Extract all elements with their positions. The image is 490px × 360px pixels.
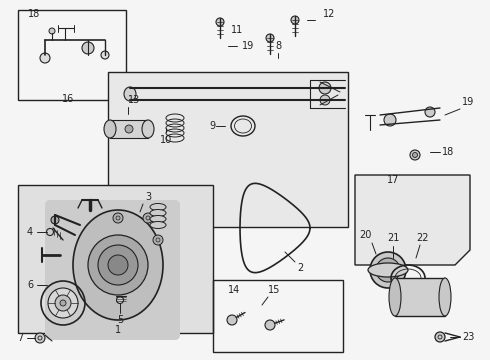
Text: 4: 4 xyxy=(27,227,33,237)
Bar xyxy=(110,120,148,138)
Circle shape xyxy=(413,153,417,158)
Bar xyxy=(108,72,348,227)
Circle shape xyxy=(125,125,133,133)
Text: 11: 11 xyxy=(231,25,243,35)
Text: 7: 7 xyxy=(17,333,23,343)
Text: 20: 20 xyxy=(359,230,371,240)
Ellipse shape xyxy=(368,263,408,277)
Bar xyxy=(18,185,213,333)
Text: 23: 23 xyxy=(462,332,474,342)
Circle shape xyxy=(291,16,299,24)
Text: 19: 19 xyxy=(462,97,474,107)
Circle shape xyxy=(55,295,71,311)
FancyBboxPatch shape xyxy=(45,200,180,340)
Text: 13: 13 xyxy=(128,95,140,105)
Circle shape xyxy=(51,216,59,224)
Text: 5: 5 xyxy=(117,315,123,325)
Circle shape xyxy=(49,28,55,34)
Ellipse shape xyxy=(439,278,451,316)
Text: 15: 15 xyxy=(268,285,280,295)
Circle shape xyxy=(40,53,50,63)
Text: 1: 1 xyxy=(115,325,121,335)
Circle shape xyxy=(410,150,420,160)
Circle shape xyxy=(88,235,148,295)
Circle shape xyxy=(47,229,53,235)
Circle shape xyxy=(376,258,400,282)
Ellipse shape xyxy=(389,278,401,316)
Ellipse shape xyxy=(142,120,154,138)
Text: 18: 18 xyxy=(442,147,454,157)
Circle shape xyxy=(320,95,330,105)
Circle shape xyxy=(216,18,224,26)
Text: 8: 8 xyxy=(275,41,281,51)
Circle shape xyxy=(319,82,331,94)
Circle shape xyxy=(117,297,123,303)
Bar xyxy=(395,278,445,316)
Ellipse shape xyxy=(73,210,163,320)
Ellipse shape xyxy=(124,87,136,101)
Circle shape xyxy=(384,114,396,126)
Circle shape xyxy=(265,320,275,330)
Bar xyxy=(18,10,126,100)
Text: 22: 22 xyxy=(416,233,428,243)
Text: 14: 14 xyxy=(228,285,240,295)
Text: 9: 9 xyxy=(209,121,215,131)
Ellipse shape xyxy=(150,216,166,222)
Circle shape xyxy=(35,333,45,343)
Bar xyxy=(213,280,343,352)
Text: 19: 19 xyxy=(242,41,254,51)
Text: 21: 21 xyxy=(387,233,399,243)
Circle shape xyxy=(101,51,109,59)
Circle shape xyxy=(425,107,435,117)
Circle shape xyxy=(153,235,163,245)
Text: 12: 12 xyxy=(323,9,335,19)
Circle shape xyxy=(98,245,138,285)
Circle shape xyxy=(113,213,123,223)
Circle shape xyxy=(227,315,237,325)
Circle shape xyxy=(370,252,406,288)
Circle shape xyxy=(82,42,94,54)
Text: 18: 18 xyxy=(28,9,40,19)
Ellipse shape xyxy=(150,203,166,211)
Polygon shape xyxy=(355,175,470,265)
Circle shape xyxy=(143,213,153,223)
Text: 2: 2 xyxy=(297,263,303,273)
Circle shape xyxy=(108,255,128,275)
Circle shape xyxy=(266,34,274,42)
Circle shape xyxy=(60,300,66,306)
Text: 16: 16 xyxy=(62,94,74,104)
Text: 6: 6 xyxy=(27,280,33,290)
Text: 3: 3 xyxy=(145,192,151,202)
Circle shape xyxy=(435,332,445,342)
Ellipse shape xyxy=(150,210,166,216)
Text: 17: 17 xyxy=(387,175,399,185)
Circle shape xyxy=(383,265,393,275)
Ellipse shape xyxy=(150,221,166,229)
Circle shape xyxy=(48,288,78,318)
Text: 10: 10 xyxy=(160,135,172,145)
Ellipse shape xyxy=(104,120,116,138)
